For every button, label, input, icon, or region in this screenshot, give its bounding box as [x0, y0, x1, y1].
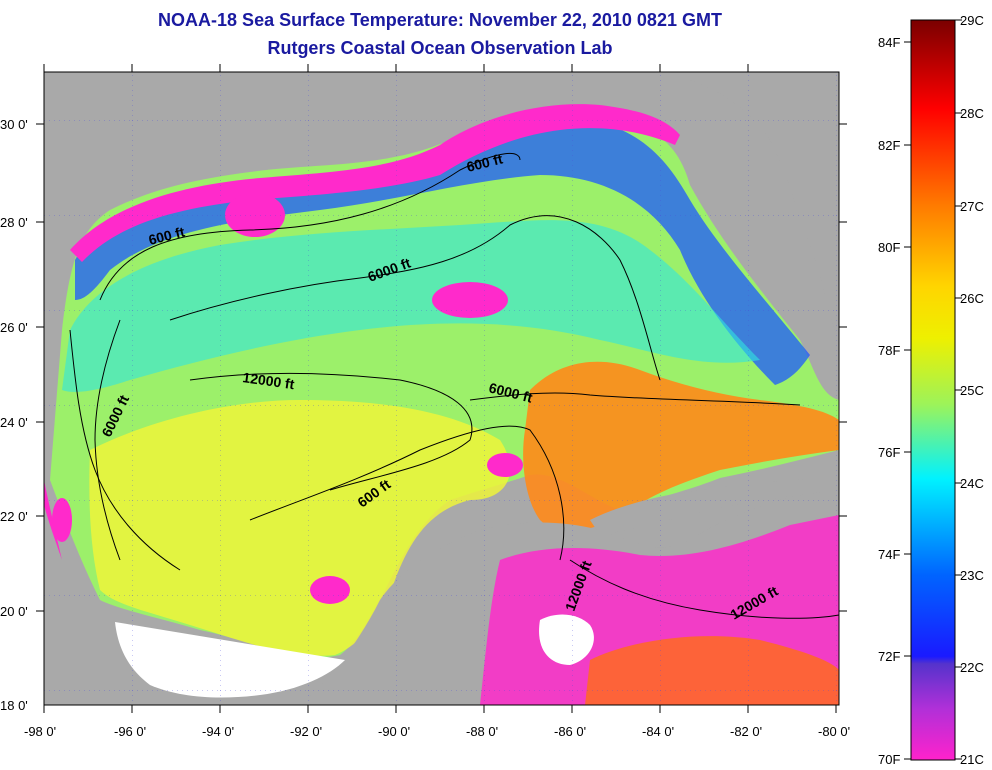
axis-ticks [36, 64, 847, 713]
celsius-label: 24C [960, 476, 984, 491]
map-frame [43, 71, 840, 706]
contour-6000ft-north [169, 215, 661, 381]
fahrenheit-label: 78F [878, 343, 900, 358]
celsius-label: 27C [960, 199, 984, 214]
contour-6000ft-west [94, 319, 121, 561]
lon-label: -84 0' [642, 724, 674, 739]
celsius-label: 21C [960, 752, 984, 767]
lat-label: 26 0' [0, 320, 28, 335]
lon-label: -86 0' [554, 724, 586, 739]
celsius-label: 25C [960, 383, 984, 398]
celsius-label: 23C [960, 568, 984, 583]
fahrenheit-label: 70F [878, 752, 900, 767]
fahrenheit-label: 82F [878, 138, 900, 153]
contour-600ft-north [99, 152, 521, 301]
contour-600ft-south [249, 425, 565, 561]
contour-shelf-west [69, 329, 181, 571]
lon-label: -96 0' [114, 724, 146, 739]
contour-label-12000ft-center: 12000 ft [242, 369, 296, 392]
map-subtitle: Rutgers Coastal Ocean Observation Lab [267, 38, 613, 58]
colorbar-ticks [904, 19, 962, 760]
celsius-label: 28C [960, 106, 984, 121]
lat-label: 18 0' [0, 698, 28, 713]
map-title: NOAA-18 Sea Surface Temperature: Novembe… [158, 10, 722, 30]
fahrenheit-label: 72F [878, 649, 900, 664]
lat-label: 24 0' [0, 415, 28, 430]
lon-label: -94 0' [202, 724, 234, 739]
lon-label: -90 0' [378, 724, 410, 739]
lon-label: -80 0' [818, 724, 850, 739]
colorbar-gradient [910, 19, 956, 761]
temperature-colorbar: 29C 28C 27C 26C 25C 24C 23C 22C 21C 84F … [878, 13, 984, 767]
fahrenheit-label: 80F [878, 240, 900, 255]
map-area: 600 ft 600 ft 6000 ft 12000 ft 6000 ft 6… [43, 71, 840, 706]
lat-lon-grid [44, 72, 839, 705]
contour-12000ft [189, 372, 473, 491]
contour-6000ft-east [469, 392, 801, 406]
lat-label: 20 0' [0, 604, 28, 619]
celsius-label: 29C [960, 13, 984, 28]
latitude-labels: 30 0' 28 0' 26 0' 24 0' 22 0' 20 0' 18 0… [0, 117, 28, 713]
celsius-label: 26C [960, 291, 984, 306]
fahrenheit-label: 76F [878, 445, 900, 460]
lon-label: -98 0' [24, 724, 56, 739]
lon-label: -92 0' [290, 724, 322, 739]
contour-caribbean [569, 559, 840, 619]
lat-label: 30 0' [0, 117, 28, 132]
lon-label: -88 0' [466, 724, 498, 739]
fahrenheit-label: 74F [878, 547, 900, 562]
lon-label: -82 0' [730, 724, 762, 739]
fahrenheit-label: 84F [878, 35, 900, 50]
lat-label: 22 0' [0, 509, 28, 524]
bathymetry-contours [69, 152, 840, 619]
lat-label: 28 0' [0, 215, 28, 230]
celsius-label: 22C [960, 660, 984, 675]
longitude-labels: -98 0' -96 0' -94 0' -92 0' -90 0' -88 0… [24, 724, 850, 739]
